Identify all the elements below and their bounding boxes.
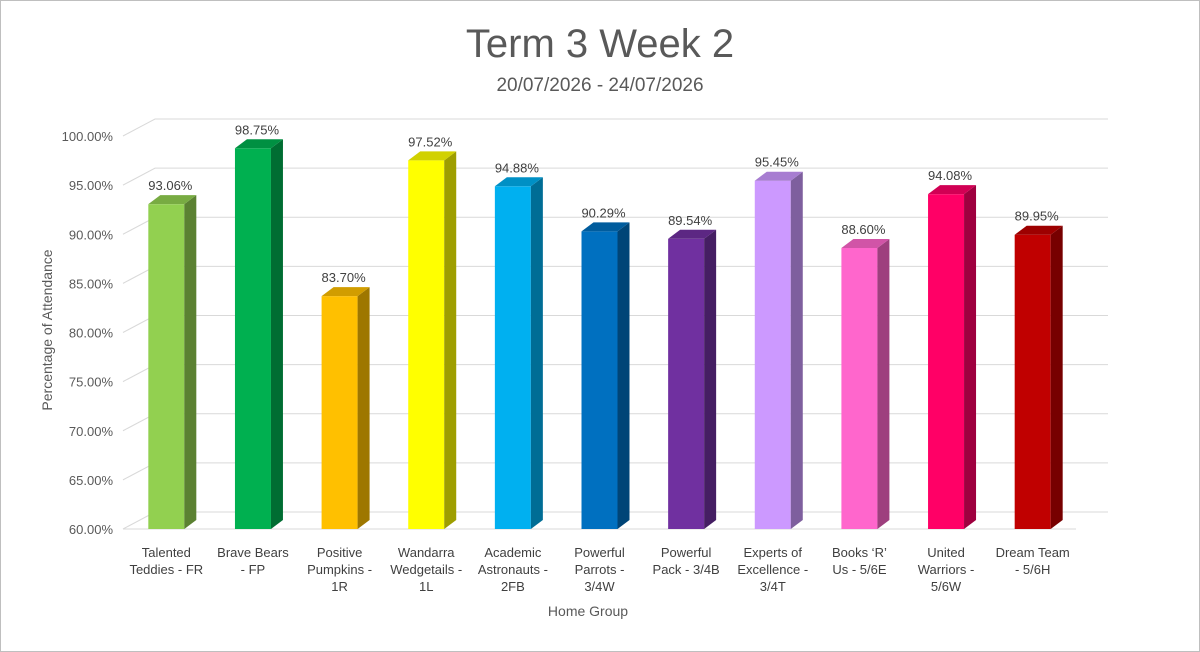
data-label: 94.88%: [495, 160, 540, 175]
y-tick-label: 95.00%: [69, 178, 114, 193]
bar-side: [357, 287, 370, 529]
data-label: 95.45%: [755, 155, 800, 170]
category-label: Experts of Excellence -3/4T: [737, 545, 808, 594]
y-tick-label: 90.00%: [69, 227, 114, 242]
bars: [148, 139, 1063, 530]
bar: [321, 287, 370, 529]
bar-front: [494, 186, 531, 529]
bar-top: [754, 171, 803, 181]
y-axis-ticks: 60.00% 65.00% 70.00% 75.00% 80.00% 85.00% 90.0…: [62, 129, 114, 537]
bar-top: [668, 229, 717, 239]
bar: [841, 239, 890, 529]
y-tick-label: 65.00%: [69, 473, 114, 488]
bar-front: [1014, 234, 1051, 529]
x-axis-categories: Talented Teddies - FR Brave Bears - FP Posit…: [129, 545, 1069, 594]
gridline: [122, 118, 1108, 137]
gridline: [122, 167, 1108, 186]
category-label: Dream Team - 5/6H: [996, 545, 1070, 577]
category-label: United Warriors -5/6W: [918, 545, 975, 594]
data-label: 93.06%: [148, 178, 193, 193]
bar-front: [148, 204, 185, 530]
category-label: Books ‘R’ Us - 5/6E: [832, 545, 887, 577]
bar: [754, 171, 803, 530]
bar: [408, 151, 457, 529]
data-label: 88.60%: [841, 222, 886, 237]
bar-side: [790, 171, 803, 530]
data-label: 98.75%: [235, 122, 280, 137]
bar-side: [1050, 225, 1063, 529]
bar-top: [408, 151, 457, 161]
y-tick-label: 75.00%: [69, 375, 114, 390]
category-label: Talented Teddies - FR: [129, 545, 203, 577]
bar-side: [184, 195, 197, 530]
bar-front: [841, 248, 878, 529]
y-tick-label: 80.00%: [69, 326, 114, 341]
bar-front: [321, 296, 358, 529]
category-label: Brave Bears - FP: [217, 545, 289, 577]
bar-side: [617, 222, 630, 529]
bar-top: [581, 222, 630, 232]
data-label: 94.08%: [928, 168, 973, 183]
x-axis-label: Home Group: [548, 603, 628, 619]
bar-side: [877, 239, 890, 529]
y-tick-label: 85.00%: [69, 276, 114, 291]
category-label: Powerful Parrots -3/4W: [574, 545, 625, 594]
y-tick-label: 60.00%: [69, 522, 114, 537]
bar-side: [270, 139, 283, 529]
bar-side: [704, 229, 717, 529]
bar: [494, 177, 543, 529]
data-labels: 93.06% 98.75% 83.70% 97.52% 94.88% 90.29% 89.5…: [148, 122, 1059, 285]
bar-top: [234, 139, 283, 149]
bar-side: [444, 151, 457, 529]
bar: [234, 139, 283, 529]
bar-top: [928, 185, 977, 195]
bar-side: [964, 185, 977, 529]
category-label: Wandarra Wedgetails -1L: [390, 545, 462, 594]
bar-front: [668, 238, 705, 529]
y-tick-label: 70.00%: [69, 424, 114, 439]
bar: [1014, 225, 1063, 529]
bar-front: [581, 231, 618, 529]
data-label: 89.95%: [1015, 209, 1060, 224]
bar: [668, 229, 717, 529]
category-label: Academic Astronauts -2FB: [478, 545, 548, 594]
bar: [148, 195, 197, 530]
category-label: Powerful Pack - 3/4B: [653, 545, 720, 577]
bar-side: [530, 177, 543, 529]
bar-top: [494, 177, 543, 187]
chart-title: Term 3 Week 2: [466, 22, 734, 66]
y-axis-label: Percentage of Attendance: [39, 249, 55, 410]
bar: [581, 222, 630, 529]
bar-top: [148, 195, 197, 205]
data-label: 97.52%: [408, 134, 453, 149]
bar-top: [1014, 225, 1063, 235]
bar: [928, 185, 977, 529]
bar-front: [408, 160, 445, 529]
bar-front: [754, 180, 791, 530]
category-label: Positive Pumpkins -1R: [307, 545, 372, 594]
chart-subtitle: 20/07/2026 - 24/07/2026: [496, 75, 703, 96]
data-label: 89.54%: [668, 213, 713, 228]
data-label: 83.70%: [322, 270, 367, 285]
data-label: 90.29%: [581, 205, 626, 220]
bar-front: [928, 194, 965, 529]
bar-top: [841, 239, 890, 249]
bar-top: [321, 287, 370, 297]
y-tick-label: 100.00%: [62, 129, 114, 144]
bar-front: [234, 148, 271, 529]
